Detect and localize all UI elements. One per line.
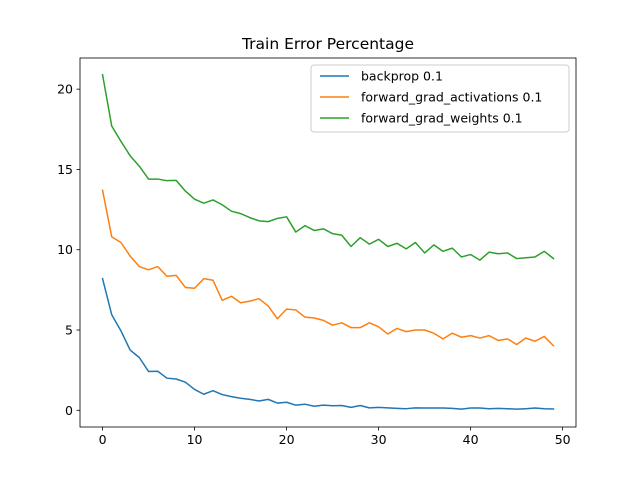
x-tick-label: 20 bbox=[279, 432, 295, 447]
plot-frame bbox=[79, 57, 577, 428]
series-line-1 bbox=[101, 277, 555, 410]
x-tick-label: 0 bbox=[99, 432, 107, 447]
y-tick-label: 0 bbox=[65, 403, 73, 418]
legend: backprop 0.1 forward_grad_activations 0.1… bbox=[310, 64, 570, 133]
y-tick-label: 10 bbox=[57, 242, 73, 257]
legend-label-3: forward_grad_weights 0.1 bbox=[361, 111, 523, 126]
plot-lines bbox=[101, 73, 555, 410]
legend-label-2: forward_grad_activations 0.1 bbox=[361, 90, 542, 105]
y-tick-label: 20 bbox=[57, 82, 73, 97]
legend-label-1: backprop 0.1 bbox=[361, 69, 443, 84]
chart-title: Train Error Percentage bbox=[241, 35, 414, 53]
series-line-3 bbox=[101, 73, 555, 261]
axes: 0 10 20 30 40 50 0 5 10 15 20 bbox=[57, 57, 577, 447]
x-tick-label: 30 bbox=[371, 432, 387, 447]
series-line-2 bbox=[101, 189, 555, 347]
x-tick-label: 40 bbox=[463, 432, 479, 447]
x-tick-label: 10 bbox=[187, 432, 203, 447]
y-tick-label: 15 bbox=[57, 162, 73, 177]
y-tick-label: 5 bbox=[65, 323, 73, 338]
legend-box bbox=[310, 64, 570, 133]
x-tick-label: 50 bbox=[555, 432, 571, 447]
